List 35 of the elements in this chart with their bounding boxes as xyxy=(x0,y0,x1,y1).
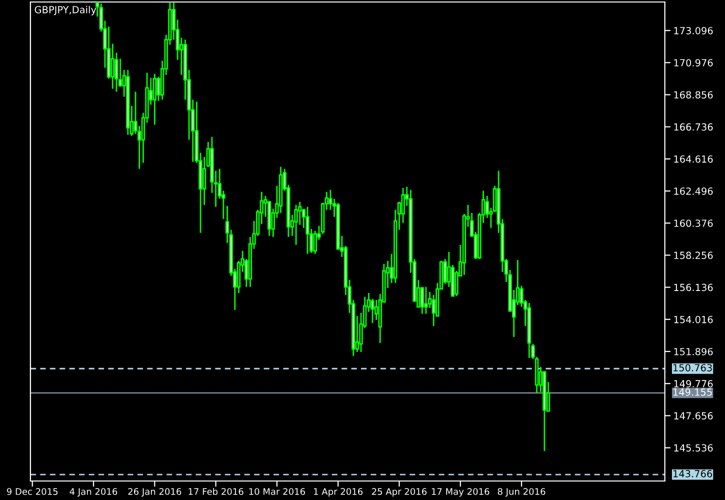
ref-line-label: 149.155 xyxy=(674,388,712,396)
candlestick xyxy=(420,286,424,315)
candlestick xyxy=(152,73,156,126)
x-tick-label: 17 Feb 2016 xyxy=(188,488,244,495)
x-tick-label: 10 Mar 2016 xyxy=(249,488,305,495)
x-tick-label: 1 Apr 2016 xyxy=(314,488,363,497)
candlestick xyxy=(424,286,428,315)
y-tick-label: 154.016 xyxy=(674,316,713,324)
y-tick-label: 170.976 xyxy=(674,59,713,66)
x-tick-label: 9 Dec 2015 xyxy=(6,488,58,495)
y-tick-label: 158.256 xyxy=(674,252,713,260)
candlestick xyxy=(110,43,114,90)
candlestick xyxy=(306,206,310,255)
y-tick-label: 162.496 xyxy=(674,187,713,195)
ref-line-label: 150.763 xyxy=(674,364,712,372)
x-tick-label: 17 May 2016 xyxy=(432,488,490,497)
candlestick xyxy=(294,204,298,246)
y-tick-label: 147.656 xyxy=(674,412,713,420)
y-tick-label: 151.896 xyxy=(674,348,713,356)
y-tick-label: 166.736 xyxy=(674,123,713,131)
x-tick-label: 25 Apr 2016 xyxy=(372,488,427,497)
y-tick-label: 145.536 xyxy=(674,444,713,452)
y-tick-label: 173.096 xyxy=(674,27,713,34)
ref-line-label: 143.766 xyxy=(674,470,712,478)
y-tick-label: 156.136 xyxy=(674,284,713,292)
candlestick xyxy=(401,187,405,224)
y-tick-label: 160.376 xyxy=(674,220,713,227)
y-tick-label: 149.776 xyxy=(674,380,713,388)
y-tick-label: 168.856 xyxy=(674,91,713,99)
chart-title: GBPJPY,Daily xyxy=(34,6,96,16)
x-tick-label: 26 Jan 2016 xyxy=(128,488,182,497)
x-tick-label: 4 Jan 2016 xyxy=(70,488,118,497)
candlestick xyxy=(313,230,317,255)
x-tick-label: 8 Jun 2016 xyxy=(498,488,546,497)
y-tick-label: 164.616 xyxy=(674,155,713,163)
